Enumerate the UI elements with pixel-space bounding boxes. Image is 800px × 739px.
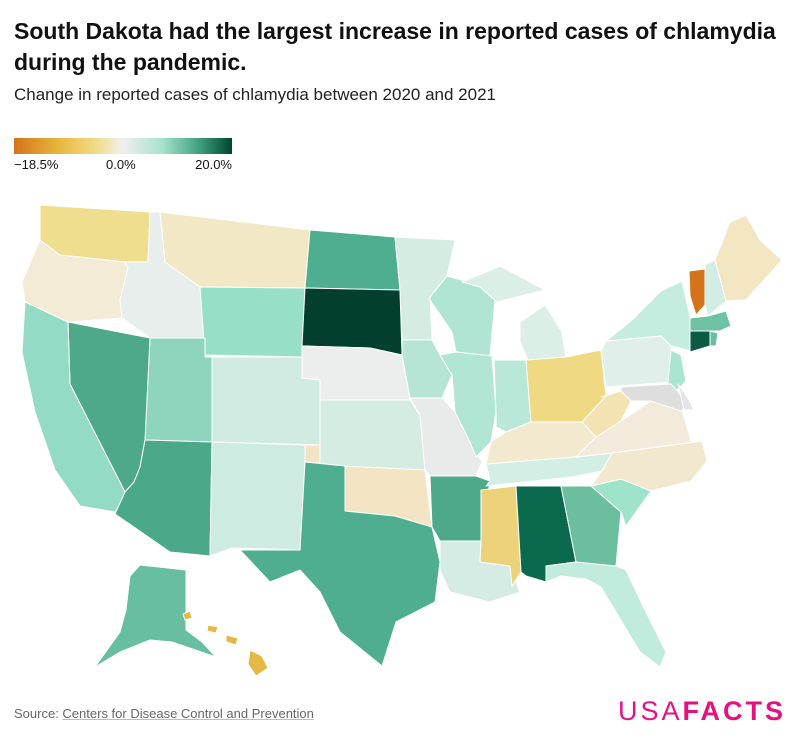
state-ia	[401, 339, 453, 399]
state-ca	[21, 301, 126, 513]
state-mo	[409, 397, 483, 477]
state-in	[493, 359, 532, 433]
state-sd	[301, 287, 403, 356]
chart-subtitle: Change in reported cases of chlamydia be…	[14, 85, 497, 104]
source-link[interactable]: Centers for Disease Control and Preventi…	[62, 706, 314, 721]
state-nh	[704, 259, 727, 317]
state-de	[677, 383, 695, 411]
state-wy	[199, 286, 306, 358]
state-va	[575, 400, 703, 458]
color-legend: −18.5% 0.0% 20.0%	[14, 138, 232, 175]
state-ks	[319, 399, 426, 471]
state-il	[439, 351, 497, 458]
state-me	[714, 214, 783, 302]
state-nm	[209, 441, 306, 557]
state-pa	[600, 335, 672, 388]
state-nd	[304, 229, 401, 291]
state-hi	[206, 624, 219, 634]
state-nc	[590, 440, 708, 492]
state-hi	[225, 634, 239, 646]
state-mi	[461, 265, 546, 303]
state-ak	[94, 564, 217, 668]
state-ut	[144, 337, 213, 443]
legend-min-label: −18.5%	[14, 157, 59, 172]
state-fl	[545, 561, 667, 668]
state-md	[620, 383, 691, 412]
source-note: Source: Centers for Disease Control and …	[14, 706, 314, 721]
state-hi	[182, 610, 193, 621]
state-mn	[394, 236, 456, 341]
source-prefix: Source:	[14, 706, 63, 721]
state-ri	[709, 330, 719, 347]
state-ct	[689, 330, 711, 353]
chart-title: South Dakota had the largest increase in…	[14, 18, 776, 75]
usafacts-logo: USAFACTS	[617, 696, 786, 726]
state-hi	[247, 649, 269, 677]
state-tx	[239, 461, 441, 667]
legend-gradient-bar	[14, 138, 232, 154]
legend-mid-label: 0.0%	[106, 157, 136, 172]
state-vt	[688, 268, 706, 316]
legend-max-label: 20.0%	[195, 157, 232, 172]
